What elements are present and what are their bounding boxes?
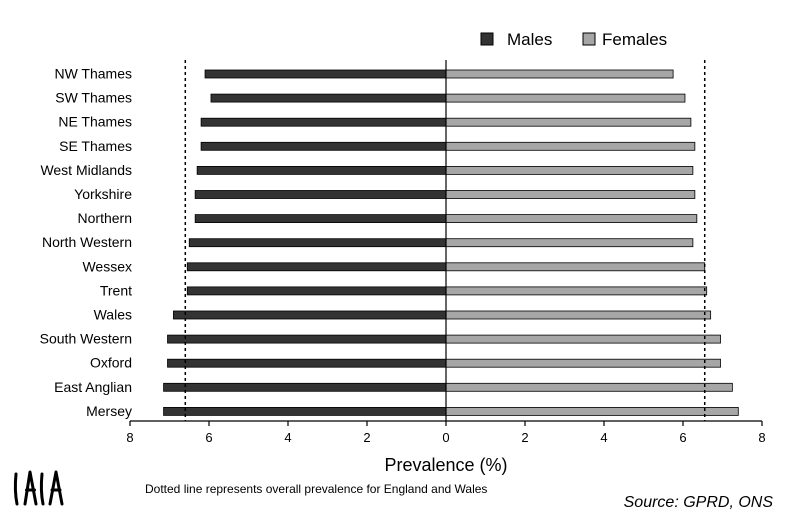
x-tick-label: 0 [442, 430, 449, 445]
category-label: Yorkshire [74, 186, 132, 202]
x-tick-label: 6 [679, 430, 686, 445]
category-label: Wessex [82, 258, 132, 274]
category-label: Mersey [86, 403, 132, 419]
male-bar [186, 262, 447, 272]
x-tick-label: 2 [363, 430, 370, 445]
category-label: Trent [100, 282, 132, 298]
legend-label-males: Males [507, 30, 552, 49]
female-bar [445, 262, 706, 272]
category-label: East Anglian [54, 379, 132, 395]
female-bar [445, 238, 694, 248]
category-label: West Midlands [40, 162, 132, 178]
male-bar [167, 334, 447, 344]
male-bar [204, 69, 447, 79]
male-bar [188, 238, 447, 248]
x-tick-label: 4 [284, 430, 291, 445]
female-bar [445, 190, 696, 199]
female-bar [445, 93, 686, 103]
female-bar [445, 214, 698, 224]
female-bar [445, 117, 692, 127]
male-bar [186, 286, 447, 296]
male-bar [163, 406, 447, 416]
female-bar [445, 334, 721, 344]
x-tick-label: 8 [758, 430, 765, 445]
category-label: South Western [40, 331, 132, 347]
male-bar [194, 214, 447, 224]
female-bar [445, 165, 694, 175]
category-label: Oxford [90, 355, 132, 371]
male-bar [167, 358, 447, 368]
male-bar [163, 382, 447, 392]
category-label: North Western [42, 234, 132, 250]
x-axis-title: Prevalence (%) [384, 455, 507, 475]
organization-logo [13, 470, 64, 506]
category-label: Northern [78, 210, 132, 226]
male-bar [210, 93, 447, 103]
x-tick-label: 6 [205, 430, 212, 445]
female-bar [445, 286, 708, 296]
source-label: Source: GPRD, ONS [623, 494, 773, 511]
female-bar [445, 382, 733, 392]
male-bar [194, 190, 447, 199]
category-label: Wales [94, 307, 132, 323]
male-bar [196, 165, 447, 175]
legend-swatch-males [480, 32, 494, 46]
footnote: Dotted line represents overall prevalenc… [145, 482, 488, 496]
male-bar [173, 310, 447, 320]
x-tick-label: 4 [600, 430, 607, 445]
female-bar [445, 406, 739, 416]
female-bar [445, 358, 721, 368]
female-bar [445, 69, 674, 79]
legend-swatch-females [582, 32, 596, 46]
category-label: SW Thames [55, 90, 132, 106]
male-bar [200, 117, 447, 127]
category-label: SE Thames [59, 138, 132, 154]
legend-label-females: Females [602, 30, 667, 49]
x-tick-label: 8 [126, 430, 133, 445]
category-label: NW Thames [54, 66, 132, 82]
male-bar [200, 141, 447, 151]
category-label: NE Thames [58, 114, 132, 130]
female-bar [445, 141, 696, 151]
female-bar [445, 310, 712, 320]
x-tick-label: 2 [521, 430, 528, 445]
